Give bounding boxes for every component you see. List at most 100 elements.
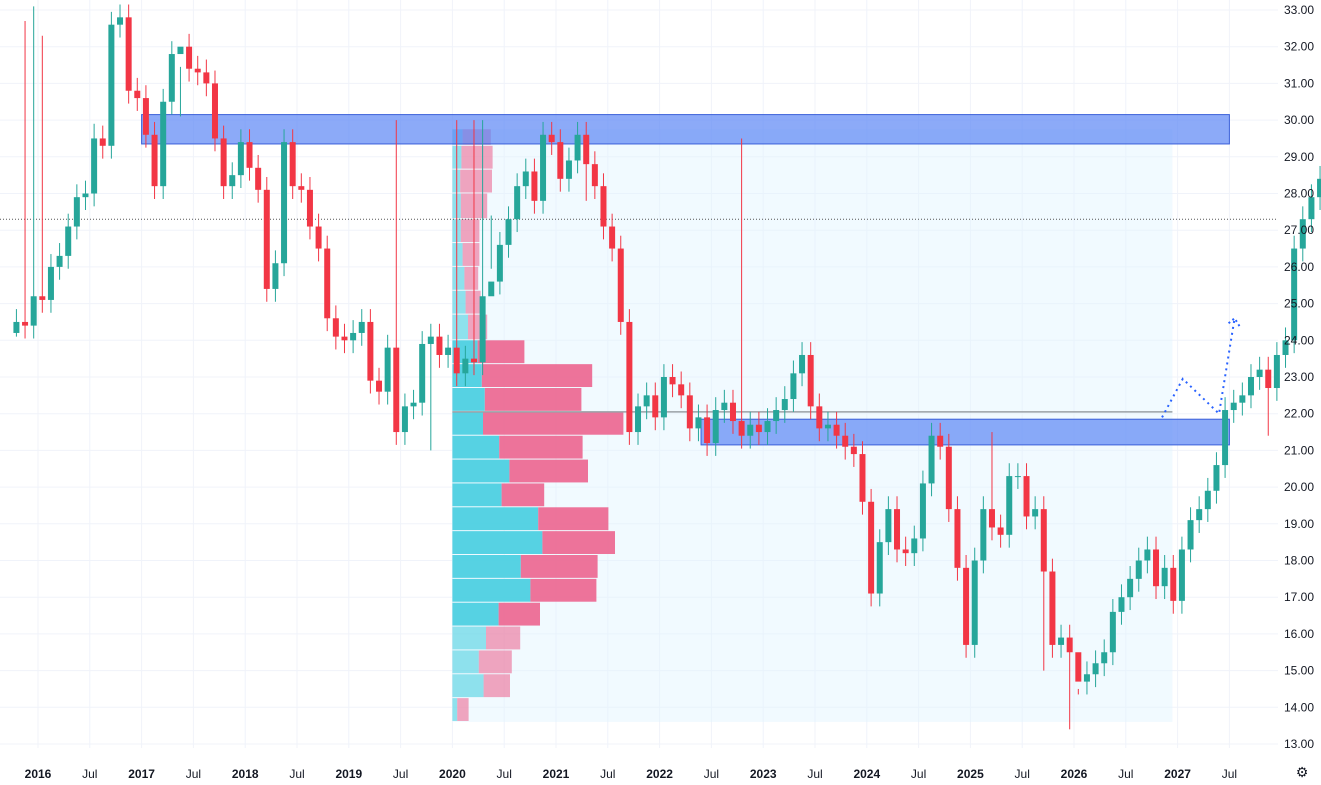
price-tick-label: 27.00 <box>1284 223 1314 237</box>
profile-bar-down <box>538 507 609 531</box>
candle-body <box>1023 476 1030 517</box>
candle <box>99 125 106 159</box>
candle-body <box>868 501 875 594</box>
candle-body <box>1170 567 1177 601</box>
price-tick-label: 26.00 <box>1284 260 1314 274</box>
candle <box>764 408 771 445</box>
candle <box>807 342 814 420</box>
profile-bar-down <box>461 145 493 169</box>
profile-bar-down <box>460 219 480 243</box>
profile-bar-down <box>484 388 582 411</box>
profile-bar-up <box>452 290 466 314</box>
candle <box>816 393 823 442</box>
candle-body <box>1066 637 1073 653</box>
candle-body <box>401 406 408 433</box>
candle <box>850 433 857 467</box>
price-tick-label: 16.00 <box>1284 627 1314 641</box>
candle-body <box>894 509 901 550</box>
candle <box>1222 397 1229 478</box>
candle-body <box>479 296 486 363</box>
candle <box>1282 327 1289 368</box>
candle <box>842 422 849 460</box>
candle <box>859 441 866 515</box>
candle <box>1049 558 1056 658</box>
candle-body <box>1006 476 1013 535</box>
candle <box>600 173 607 240</box>
candle <box>738 138 745 449</box>
candle <box>410 389 417 420</box>
candle <box>609 213 616 262</box>
candle-body <box>419 343 426 403</box>
time-tick-label: Jul <box>600 767 615 781</box>
time-tick-label: 2026 <box>1061 767 1088 781</box>
candle <box>1066 624 1073 730</box>
profile-bar-up <box>452 243 463 266</box>
candle-body <box>781 399 788 411</box>
candle-body <box>496 244 503 282</box>
candle <box>108 11 115 159</box>
time-tick-label: Jul <box>393 767 408 781</box>
gear-icon[interactable]: ⚙ <box>1295 764 1309 780</box>
profile-bar-down <box>483 411 624 435</box>
candle-body <box>824 424 831 429</box>
candle <box>1109 599 1116 666</box>
candle <box>1239 382 1246 416</box>
candle <box>324 235 331 332</box>
profile-bar-down <box>481 364 593 388</box>
candle <box>747 411 754 449</box>
candle <box>954 496 961 581</box>
candle <box>1230 389 1237 423</box>
candle <box>695 404 702 442</box>
candle-body <box>704 417 711 444</box>
candle <box>574 121 581 174</box>
price-tick-label: 21.00 <box>1284 443 1314 457</box>
candle <box>384 334 391 405</box>
candle <box>997 514 1004 548</box>
candle-body <box>350 332 357 341</box>
candle <box>134 77 141 111</box>
candle-body <box>13 321 20 333</box>
candle-body <box>980 509 987 561</box>
candle-body <box>1222 410 1229 466</box>
candle-body <box>125 17 132 91</box>
candle-body <box>807 354 814 407</box>
profile-bar-up <box>452 554 521 578</box>
price-tick-label: 15.00 <box>1284 664 1314 678</box>
candle-body <box>583 134 590 165</box>
price-tick-label: 32.00 <box>1284 40 1314 54</box>
candle <box>65 213 72 269</box>
profile-bar-down <box>499 435 583 459</box>
candle-body <box>790 373 797 400</box>
profile-bar-down <box>498 602 540 626</box>
candle-body <box>738 421 745 436</box>
candle <box>151 121 158 200</box>
price-tick-label: 14.00 <box>1284 700 1314 714</box>
candle <box>1291 235 1298 354</box>
price-tick-label: 25.00 <box>1284 297 1314 311</box>
candle <box>790 360 797 412</box>
profile-bar-up <box>452 626 486 650</box>
candle-body <box>358 321 365 333</box>
profile-bar-up <box>452 531 543 554</box>
candle-body <box>272 263 279 289</box>
candle-body <box>73 197 80 227</box>
candle <box>73 184 80 240</box>
candle <box>514 173 521 233</box>
price-tick-label: 31.00 <box>1284 76 1314 90</box>
candle-body <box>436 336 443 355</box>
candle-body <box>1282 340 1289 355</box>
candle <box>419 331 426 416</box>
candle <box>298 173 305 203</box>
time-tick-label: Jul <box>807 767 822 781</box>
profile-bar-up <box>452 674 484 698</box>
candle-body <box>211 83 218 139</box>
candle-body <box>522 171 529 187</box>
candle-body <box>186 46 193 69</box>
candle-body <box>203 72 210 84</box>
candle <box>1058 624 1065 658</box>
candle <box>445 334 452 368</box>
candle <box>704 404 711 456</box>
candles <box>13 4 1321 730</box>
candle-body <box>1196 509 1203 521</box>
